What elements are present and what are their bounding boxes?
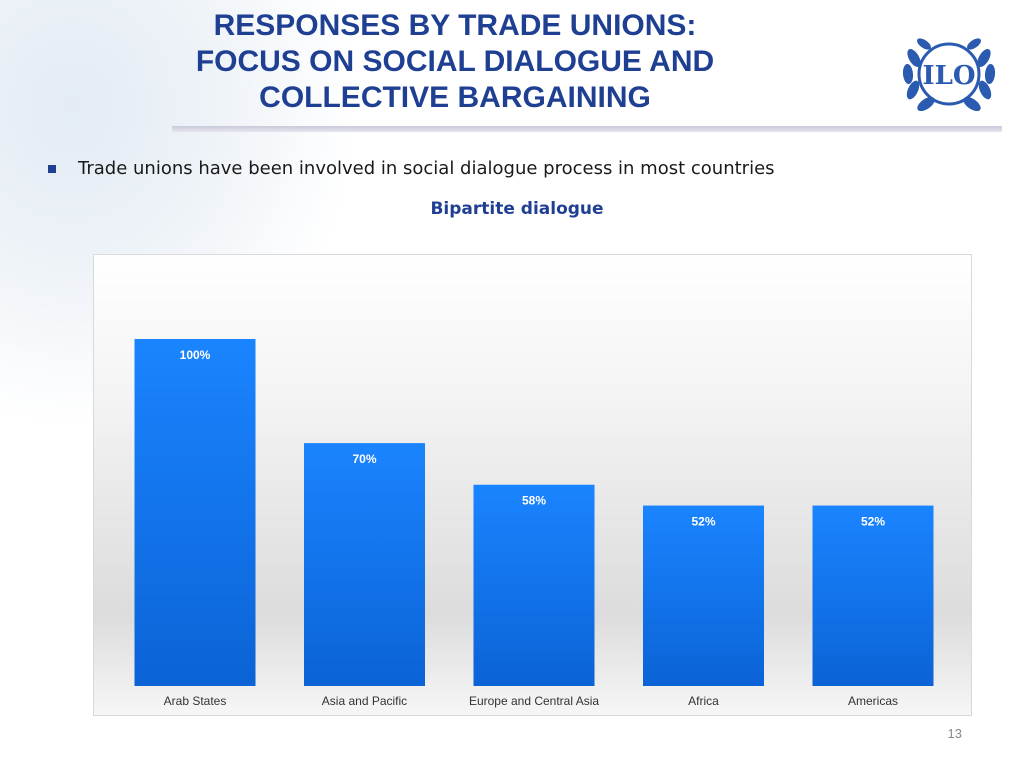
bullet-item: Trade unions have been involved in socia…: [48, 158, 775, 179]
bar-chart: 100% Arab States 70% Asia and Pacific 58% Eur…: [134, 339, 934, 708]
logo-text: ILO: [922, 61, 975, 91]
bar-1: [304, 443, 425, 686]
bar-3: [643, 505, 764, 686]
bar-2: [473, 484, 595, 686]
x-tick-label-0: Arab States: [164, 694, 227, 708]
title-line-1: RESPONSES BY TRADE UNIONS:: [213, 9, 697, 42]
page-title: RESPONSES BY TRADE UNIONS: FOCUS ON SOCI…: [110, 8, 800, 116]
bar-0: [134, 339, 256, 686]
data-label-0: 100%: [180, 348, 211, 362]
data-label-3: 52%: [691, 515, 715, 529]
x-tick-label-3: Africa: [688, 694, 719, 708]
title-divider: [172, 126, 1002, 132]
x-tick-label-4: Americas: [848, 694, 898, 708]
ilo-logo: ILO: [902, 38, 996, 112]
title-line-3: COLLECTIVE BARGAINING: [259, 81, 651, 114]
x-tick-label-2: Europe and Central Asia: [469, 694, 599, 708]
bar-4: [812, 505, 934, 686]
square-bullet-icon: [48, 164, 56, 173]
bullet-text: Trade unions have been involved in socia…: [78, 158, 775, 179]
chart-title: Bipartite dialogue: [430, 199, 604, 219]
page-number: 13: [947, 726, 962, 741]
chart-area: 100% Arab States 70% Asia and Pacific 58% Eur…: [93, 254, 972, 716]
title-line-2: FOCUS ON SOCIAL DIALOGUE AND: [195, 45, 715, 78]
data-label-4: 52%: [861, 515, 885, 529]
data-label-1: 70%: [352, 452, 376, 466]
x-tick-label-1: Asia and Pacific: [322, 694, 407, 708]
data-label-2: 58%: [522, 494, 546, 508]
